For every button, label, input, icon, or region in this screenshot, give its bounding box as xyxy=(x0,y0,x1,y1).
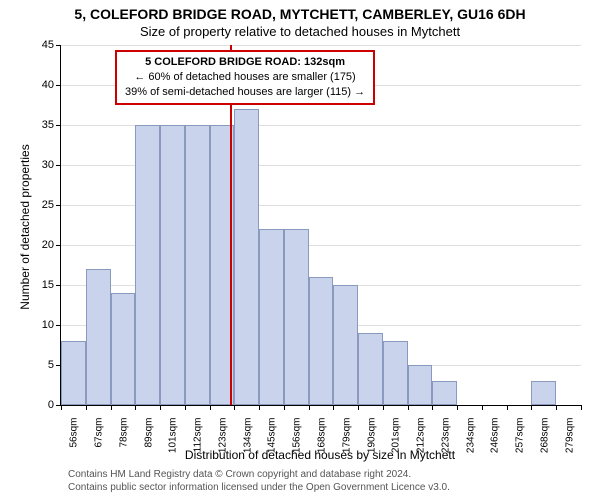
y-tick-label: 25 xyxy=(14,199,54,211)
y-tick xyxy=(56,245,61,246)
histogram-bar xyxy=(531,381,556,405)
histogram-bar xyxy=(358,333,383,405)
histogram-bar xyxy=(111,293,136,405)
histogram-bar xyxy=(309,277,334,405)
x-tick-label: 268sqm xyxy=(539,418,550,468)
x-tick xyxy=(259,405,260,410)
x-tick xyxy=(86,405,87,410)
x-tick-label: 112sqm xyxy=(193,418,204,468)
histogram-bar xyxy=(61,341,86,405)
x-tick xyxy=(135,405,136,410)
x-tick-label: 212sqm xyxy=(416,418,427,468)
x-tick xyxy=(432,405,433,410)
x-tick-label: 279sqm xyxy=(564,418,575,468)
x-tick-label: 56sqm xyxy=(69,418,80,468)
x-tick-label: 201sqm xyxy=(391,418,402,468)
x-tick xyxy=(309,405,310,410)
y-tick xyxy=(56,125,61,126)
x-tick xyxy=(383,405,384,410)
y-tick-label: 35 xyxy=(14,119,54,131)
x-tick xyxy=(556,405,557,410)
histogram-bar xyxy=(432,381,457,405)
y-tick xyxy=(56,285,61,286)
y-tick-label: 0 xyxy=(14,399,54,411)
chart-subtitle: Size of property relative to detached ho… xyxy=(0,24,600,39)
y-tick xyxy=(56,165,61,166)
x-tick xyxy=(234,405,235,410)
x-tick-label: 156sqm xyxy=(292,418,303,468)
x-tick xyxy=(358,405,359,410)
x-tick-label: 179sqm xyxy=(341,418,352,468)
x-tick xyxy=(160,405,161,410)
x-tick xyxy=(333,405,334,410)
x-tick-label: 145sqm xyxy=(267,418,278,468)
y-tick xyxy=(56,45,61,46)
x-tick-label: 89sqm xyxy=(143,418,154,468)
x-tick xyxy=(61,405,62,410)
x-tick xyxy=(457,405,458,410)
x-tick xyxy=(408,405,409,410)
histogram-bar xyxy=(383,341,408,405)
y-tick xyxy=(56,85,61,86)
histogram-bar xyxy=(234,109,259,405)
y-tick-label: 10 xyxy=(14,319,54,331)
x-tick-label: 257sqm xyxy=(515,418,526,468)
info-box-line2: ← 60% of detached houses are smaller (17… xyxy=(125,70,365,85)
x-tick-label: 134sqm xyxy=(242,418,253,468)
x-tick-label: 67sqm xyxy=(94,418,105,468)
y-tick-label: 30 xyxy=(14,159,54,171)
histogram-bar xyxy=(86,269,111,405)
info-box-line1: 5 COLEFORD BRIDGE ROAD: 132sqm xyxy=(125,55,365,70)
grid-line xyxy=(61,45,581,46)
histogram-bar xyxy=(408,365,433,405)
x-tick-label: 246sqm xyxy=(490,418,501,468)
x-tick xyxy=(482,405,483,410)
histogram-bar xyxy=(259,229,284,405)
y-tick xyxy=(56,325,61,326)
histogram-bar xyxy=(185,125,210,405)
x-tick xyxy=(581,405,582,410)
info-box: 5 COLEFORD BRIDGE ROAD: 132sqm← 60% of d… xyxy=(115,50,375,105)
y-axis-label: Number of detached properties xyxy=(18,127,32,327)
x-tick-label: 168sqm xyxy=(317,418,328,468)
y-tick xyxy=(56,205,61,206)
y-tick-label: 5 xyxy=(14,359,54,371)
y-tick-label: 20 xyxy=(14,239,54,251)
y-tick-label: 15 xyxy=(14,279,54,291)
histogram-bar xyxy=(333,285,358,405)
info-box-line3: 39% of semi-detached houses are larger (… xyxy=(125,85,365,100)
x-tick xyxy=(531,405,532,410)
x-tick-label: 123sqm xyxy=(217,418,228,468)
y-tick-label: 45 xyxy=(14,39,54,51)
x-tick-label: 190sqm xyxy=(366,418,377,468)
histogram-bar xyxy=(135,125,160,405)
x-tick-label: 234sqm xyxy=(465,418,476,468)
footer-line1: Contains HM Land Registry data © Crown c… xyxy=(68,468,450,481)
x-tick-label: 101sqm xyxy=(168,418,179,468)
x-tick-label: 78sqm xyxy=(118,418,129,468)
footer-line2: Contains public sector information licen… xyxy=(68,481,450,494)
x-tick-label: 223sqm xyxy=(440,418,451,468)
footer-attribution: Contains HM Land Registry data © Crown c… xyxy=(68,468,450,494)
chart-title: 5, COLEFORD BRIDGE ROAD, MYTCHETT, CAMBE… xyxy=(0,6,600,22)
x-tick xyxy=(284,405,285,410)
histogram-bar xyxy=(284,229,309,405)
x-tick xyxy=(507,405,508,410)
y-tick-label: 40 xyxy=(14,79,54,91)
histogram-bar xyxy=(160,125,185,405)
x-tick xyxy=(210,405,211,410)
x-tick xyxy=(185,405,186,410)
x-tick xyxy=(111,405,112,410)
